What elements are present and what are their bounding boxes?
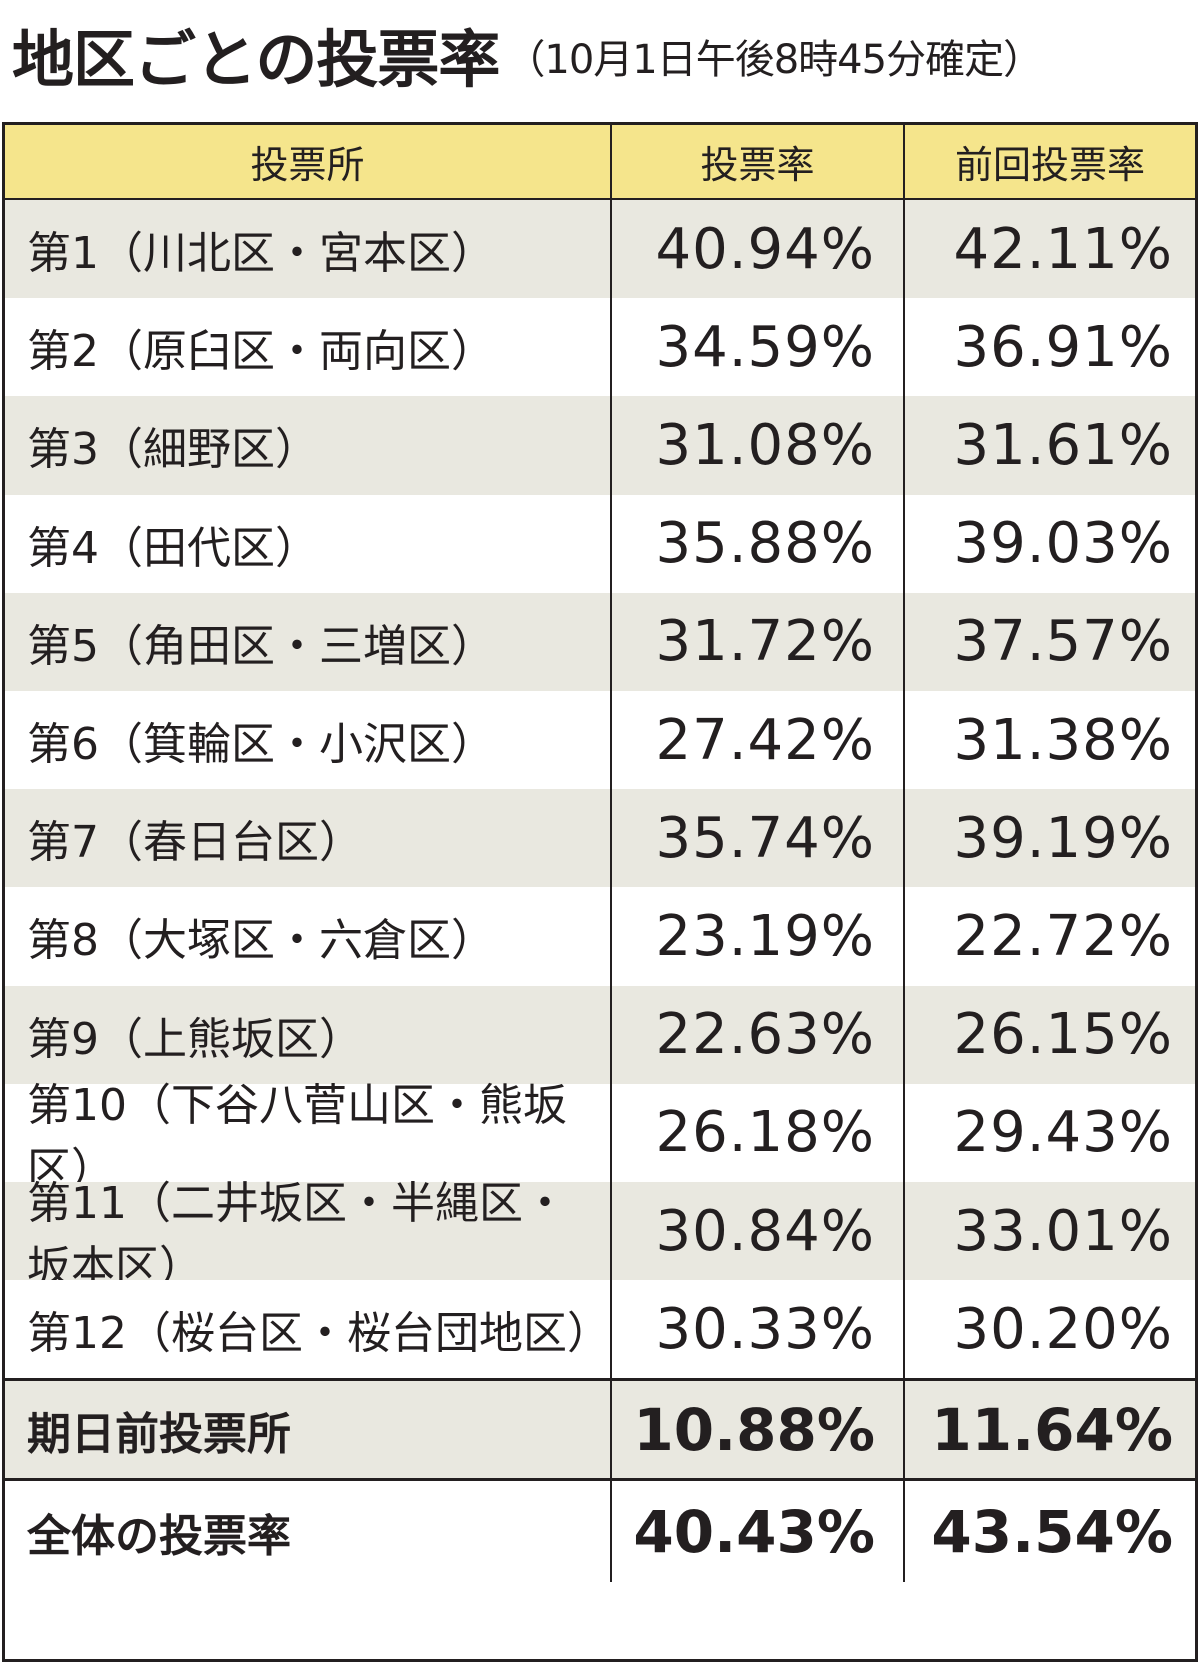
prev-rate-cell: 22.72% — [953, 903, 1173, 969]
rate-cell: 27.42% — [612, 691, 905, 790]
station-cell: 期日前投票所 — [5, 1381, 612, 1479]
station-cell: 第11（二井坂区・半縄区・坂本区） — [5, 1178, 612, 1293]
rate-cell: 35.88% — [612, 494, 905, 593]
rate-cell: 31.08% — [612, 396, 905, 495]
prev-rate-cell: 11.64% — [931, 1395, 1173, 1464]
rate-cell: 10.88% — [612, 1381, 905, 1479]
header-rate: 投票率 — [612, 125, 905, 198]
table-row: 第12（桜台区・桜台団地区） 30.33% 30.20% — [5, 1280, 1195, 1379]
station-cell: 第3（細野区） — [5, 396, 612, 495]
prev-rate-cell: 36.91% — [953, 314, 1173, 380]
station-cell: 第2（原臼区・両向区） — [5, 298, 612, 397]
table-header: 投票所 投票率 前回投票率 — [5, 125, 1195, 200]
station-cell: 第7（春日台区） — [5, 789, 612, 888]
table-row: 第1（川北区・宮本区） 40.94% 42.11% — [5, 200, 1195, 299]
table-row: 第9（上熊坂区） 22.63% 26.15% — [5, 985, 1195, 1084]
turnout-table: 投票所 投票率 前回投票率 第1（川北区・宮本区） 40.94% 42.11% 第2（… — [2, 122, 1198, 1662]
prev-rate-cell: 39.03% — [953, 511, 1173, 577]
header-station: 投票所 — [5, 125, 612, 198]
header-prev-rate: 前回投票率 — [954, 143, 1145, 187]
rate-cell: 30.33% — [612, 1280, 905, 1379]
title-subtitle: （10月1日午後8時45分確定） — [505, 37, 1043, 83]
prev-rate-cell: 39.19% — [953, 805, 1173, 871]
rate-cell: 35.74% — [612, 789, 905, 888]
prev-rate-cell: 26.15% — [953, 1002, 1173, 1068]
station-cell: 第12（桜台区・桜台団地区） — [5, 1280, 612, 1379]
overall-turnout-row: 全体の投票率 40.43% 43.54% — [5, 1478, 1195, 1583]
station-cell: 全体の投票率 — [5, 1481, 612, 1583]
table-row: 第8（大塚区・六倉区） 23.19% 22.72% — [5, 887, 1195, 986]
early-voting-row: 期日前投票所 10.88% 11.64% — [5, 1378, 1195, 1479]
rate-cell: 40.94% — [612, 200, 905, 299]
rate-cell: 30.84% — [612, 1182, 905, 1281]
rate-cell: 22.63% — [612, 985, 905, 1084]
table-row: 第7（春日台区） 35.74% 39.19% — [5, 789, 1195, 888]
station-cell: 第9（上熊坂区） — [5, 985, 612, 1084]
table-row: 第10（下谷八菅山区・熊坂区） 26.18% 29.43% — [5, 1080, 1195, 1195]
station-cell: 第4（田代区） — [5, 494, 612, 593]
rate-cell: 40.43% — [612, 1481, 905, 1583]
prev-rate-cell: 43.54% — [931, 1497, 1173, 1566]
rate-cell: 31.72% — [612, 592, 905, 691]
station-cell: 第6（箕輪区・小沢区） — [5, 691, 612, 790]
station-cell: 第1（川北区・宮本区） — [5, 200, 612, 299]
prev-rate-cell: 37.57% — [953, 609, 1173, 675]
table-row: 第3（細野区） 31.08% 31.61% — [5, 396, 1195, 495]
prev-rate-cell: 31.38% — [953, 707, 1173, 773]
table-row: 第11（二井坂区・半縄区・坂本区） 30.84% 33.01% — [5, 1178, 1195, 1293]
table-row: 第6（箕輪区・小沢区） 27.42% 31.38% — [5, 691, 1195, 790]
chart-title: 地区ごとの投票率 （10月1日午後8時45分確定） — [12, 10, 1188, 110]
prev-rate-cell: 33.01% — [953, 1198, 1173, 1264]
title-main: 地区ごとの投票率 — [12, 23, 500, 96]
table-row: 第4（田代区） 35.88% 39.03% — [5, 494, 1195, 593]
prev-rate-cell: 30.20% — [953, 1296, 1173, 1362]
rate-cell: 34.59% — [612, 298, 905, 397]
table-row: 第2（原臼区・両向区） 34.59% 36.91% — [5, 298, 1195, 397]
table-row: 第5（角田区・三増区） 31.72% 37.57% — [5, 592, 1195, 691]
rate-cell: 26.18% — [612, 1083, 905, 1182]
station-cell: 第8（大塚区・六倉区） — [5, 887, 612, 986]
prev-rate-cell: 29.43% — [953, 1100, 1173, 1166]
prev-rate-cell: 31.61% — [953, 412, 1173, 478]
rate-cell: 23.19% — [612, 887, 905, 986]
station-cell: 第5（角田区・三増区） — [5, 592, 612, 691]
prev-rate-cell: 42.11% — [953, 216, 1173, 282]
